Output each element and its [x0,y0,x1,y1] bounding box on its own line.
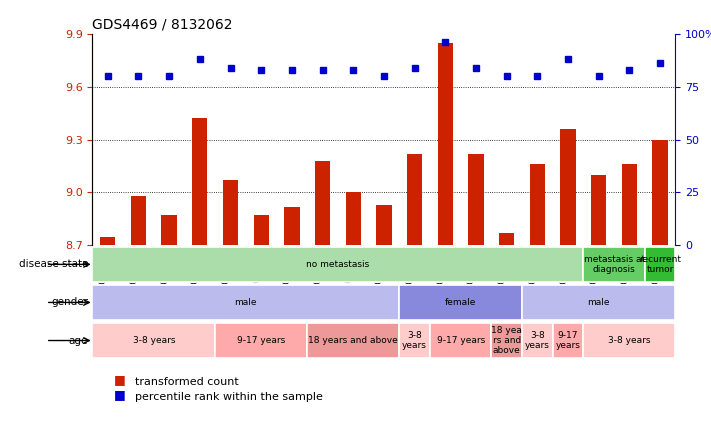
Text: 18 yea
rs and
above: 18 yea rs and above [491,326,522,355]
Bar [100,236,115,245]
FancyBboxPatch shape [400,324,430,358]
Text: no metastasis: no metastasis [306,260,370,269]
Text: male: male [587,298,610,307]
Text: ■: ■ [114,373,126,386]
FancyBboxPatch shape [491,324,522,358]
FancyBboxPatch shape [400,285,522,320]
Text: 3-8 years: 3-8 years [132,336,175,345]
FancyBboxPatch shape [584,324,675,358]
Bar [254,215,269,245]
FancyBboxPatch shape [92,247,584,282]
Text: 18 years and above: 18 years and above [309,336,398,345]
FancyBboxPatch shape [215,324,307,358]
Bar [530,164,545,245]
Text: transformed count: transformed count [135,377,239,387]
Bar [560,129,576,245]
Text: 9-17 years: 9-17 years [437,336,485,345]
Text: 3-8
years: 3-8 years [402,331,427,350]
Bar [315,161,330,245]
Text: female: female [445,298,476,307]
Bar [438,43,453,245]
Text: gender: gender [51,297,88,308]
Bar [223,180,238,245]
Text: male: male [235,298,257,307]
Text: GDS4469 / 8132062: GDS4469 / 8132062 [92,17,233,31]
Bar [621,164,637,245]
FancyBboxPatch shape [92,285,400,320]
Bar [376,205,392,245]
FancyBboxPatch shape [584,247,645,282]
FancyBboxPatch shape [307,324,400,358]
Bar [131,196,146,245]
Text: percentile rank within the sample: percentile rank within the sample [135,392,323,402]
Text: 9-17
years: 9-17 years [555,331,580,350]
FancyBboxPatch shape [92,324,215,358]
Text: 3-8
years: 3-8 years [525,331,550,350]
Text: 3-8 years: 3-8 years [608,336,651,345]
Text: ■: ■ [114,387,126,401]
Text: age: age [69,335,88,346]
Bar [469,154,483,245]
Bar [407,154,422,245]
Bar [499,233,514,245]
FancyBboxPatch shape [552,324,584,358]
Bar [346,192,361,245]
FancyBboxPatch shape [522,285,675,320]
Text: metastasis at
diagnosis: metastasis at diagnosis [584,255,645,274]
Bar [653,140,668,245]
Text: 9-17 years: 9-17 years [237,336,285,345]
Bar [161,215,177,245]
FancyBboxPatch shape [522,324,552,358]
Text: disease state: disease state [18,259,88,269]
FancyBboxPatch shape [645,247,675,282]
Bar [591,175,606,245]
Text: recurrent
tumor: recurrent tumor [639,255,681,274]
FancyBboxPatch shape [430,324,491,358]
Bar [284,206,299,245]
Bar [192,118,208,245]
